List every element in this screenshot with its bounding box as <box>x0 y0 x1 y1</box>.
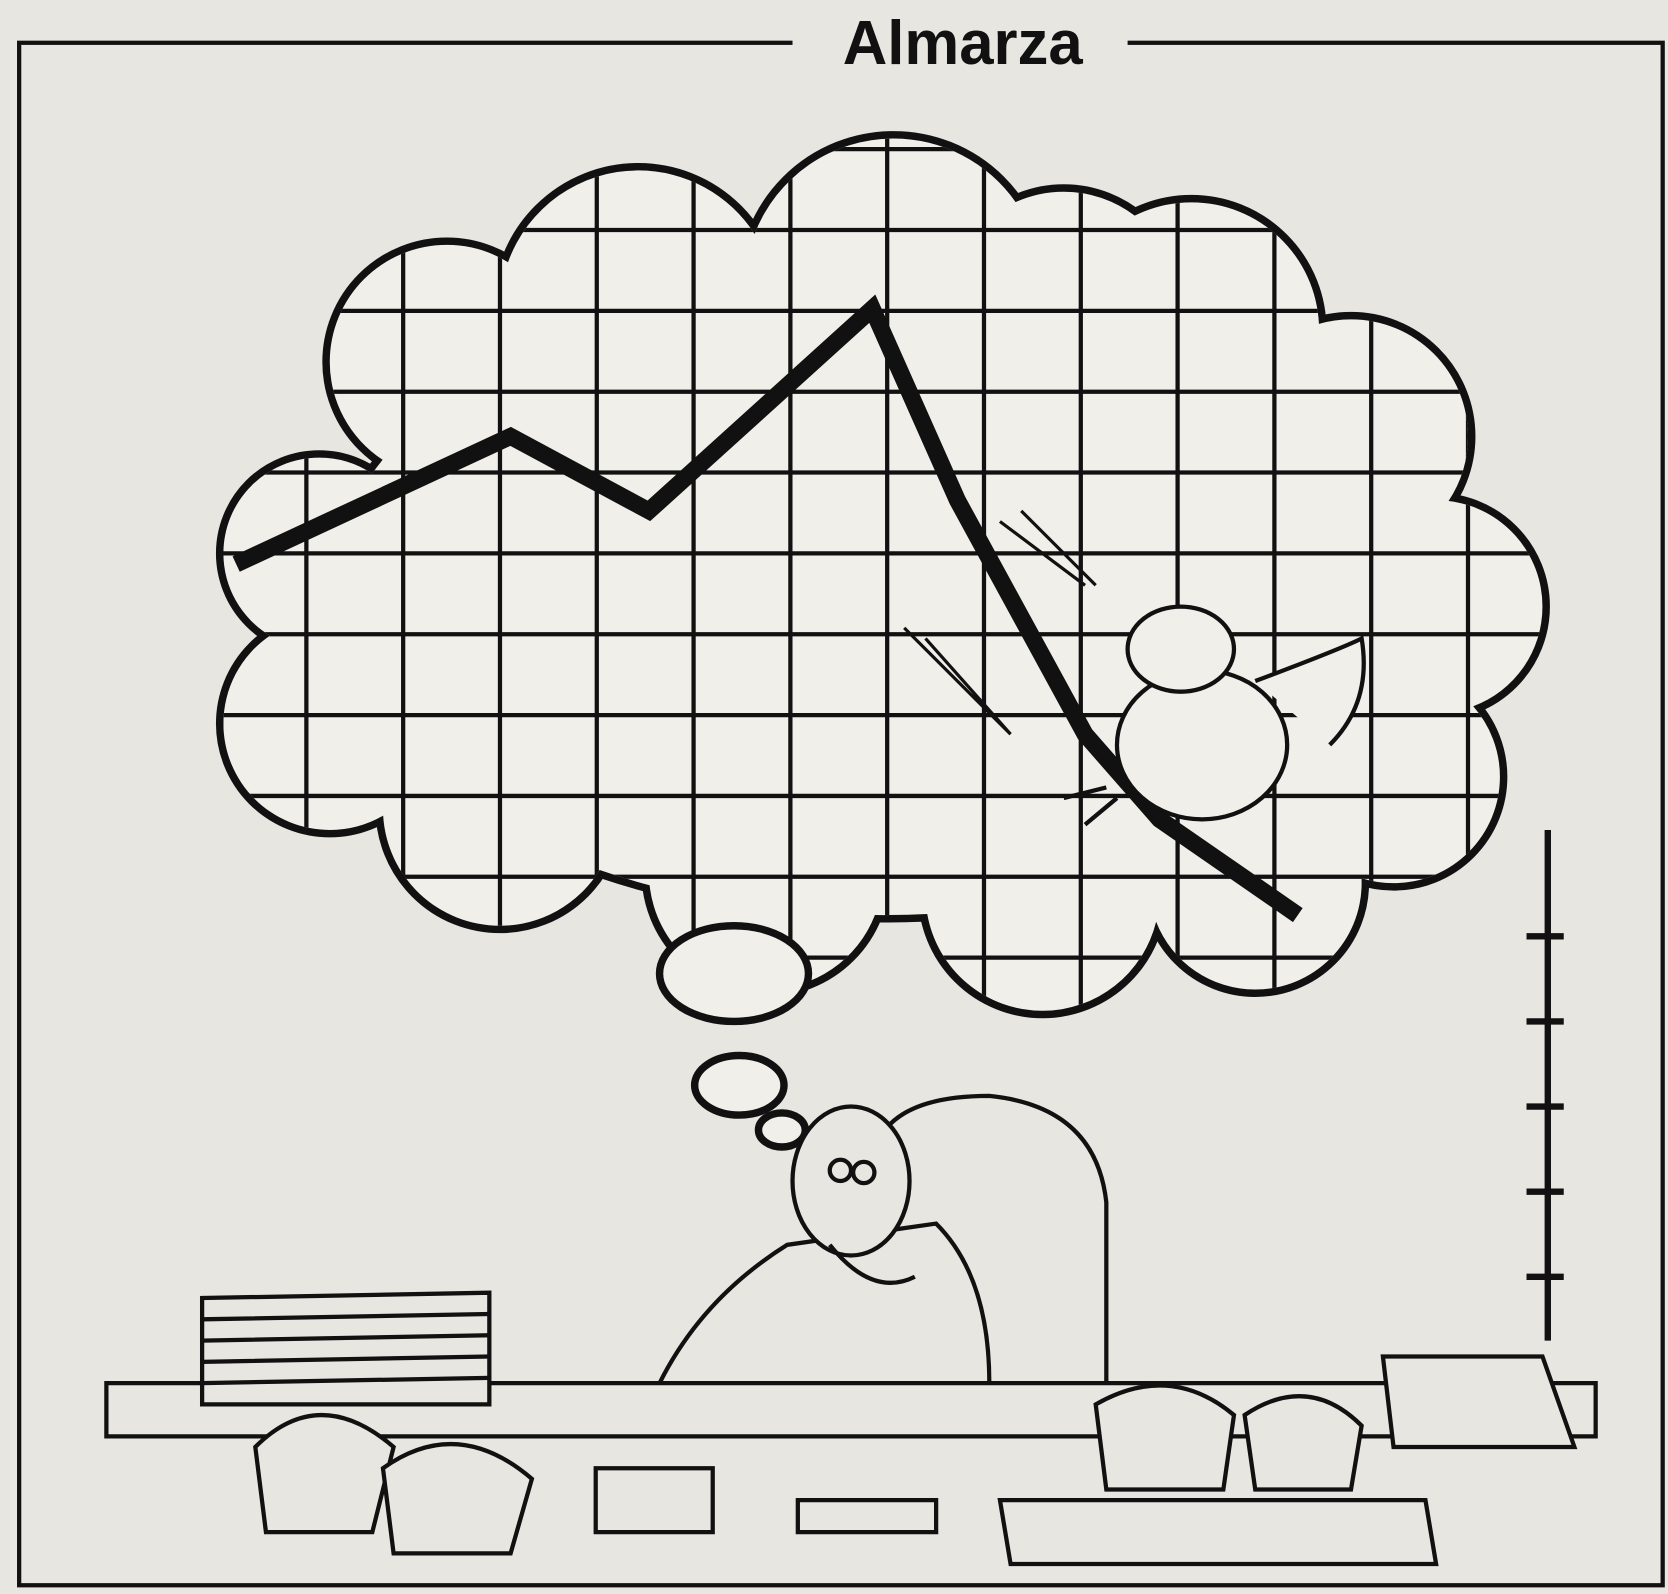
title: Almarza <box>843 9 1084 78</box>
page: Almarza <box>0 0 1668 1594</box>
cartoon: Almarza <box>0 0 1668 1594</box>
